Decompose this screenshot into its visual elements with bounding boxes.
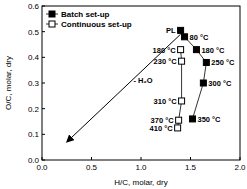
y-tick-label: 0.5 (28, 28, 40, 37)
legend-marker (49, 11, 55, 17)
point (179, 58, 185, 64)
legend-marker (49, 21, 55, 27)
y-tick (42, 160, 45, 161)
point-label: PL (166, 26, 176, 35)
y-tick (42, 108, 45, 109)
x-tick-label: 1.5 (185, 163, 197, 172)
plot-frame (42, 6, 240, 160)
y-tick (42, 57, 45, 58)
labels: PL 80 °C 180 °C 250 °C 300 °C 350 °C 180 °C 230… (150, 26, 235, 133)
point-label: 300 °C (208, 79, 232, 88)
point (178, 47, 184, 53)
annotation: - H₂O (133, 76, 152, 85)
point-label: 180 °C (153, 46, 177, 55)
x-tick-label: 1.0 (135, 163, 147, 172)
x-tick-label: 2.0 (234, 163, 246, 172)
x-tick (91, 157, 92, 160)
point (175, 125, 181, 131)
point-label: 310 °C (154, 97, 178, 106)
legend-label: Batch set-up (61, 10, 110, 19)
x-tick (190, 157, 191, 160)
y-tick (42, 31, 45, 32)
y-tick-label: 0.1 (28, 130, 40, 139)
point (179, 98, 185, 104)
point-label: 410 °C (150, 124, 174, 133)
plot-area (67, 27, 210, 142)
point-label: 180 °C (201, 46, 225, 55)
series-line (181, 30, 207, 119)
point (193, 47, 199, 53)
chart: 0.00.51.01.52.00.00.10.20.30.40.50.6H/C,… (0, 0, 247, 189)
y-tick (42, 134, 45, 135)
x-tick (240, 157, 241, 160)
arrow (67, 34, 181, 142)
y-tick (42, 6, 45, 7)
point-label: 80 °C (190, 33, 209, 42)
point (203, 59, 209, 65)
x-tick-label: 0.5 (86, 163, 98, 172)
y-tick (42, 83, 45, 84)
point (182, 34, 188, 40)
y-tick-label: 0.6 (28, 2, 40, 11)
point (200, 80, 206, 86)
y-tick-label: 0.2 (28, 105, 40, 114)
point-label: 350 °C (197, 115, 221, 124)
point (178, 27, 184, 33)
y-axis-title: O/C, molar, dry (4, 56, 13, 110)
point (189, 116, 195, 122)
point (176, 117, 182, 123)
x-tick (141, 157, 142, 160)
y-tick-label: 0.4 (28, 53, 40, 62)
point-label: 230 °C (154, 57, 178, 66)
y-tick-label: 0.0 (28, 156, 40, 165)
x-axis-title: H/C, molar, dry (114, 178, 167, 187)
point-label: 250 °C (211, 58, 235, 67)
legend-label: Continuous set-up (61, 20, 132, 29)
y-tick-label: 0.3 (28, 79, 40, 88)
